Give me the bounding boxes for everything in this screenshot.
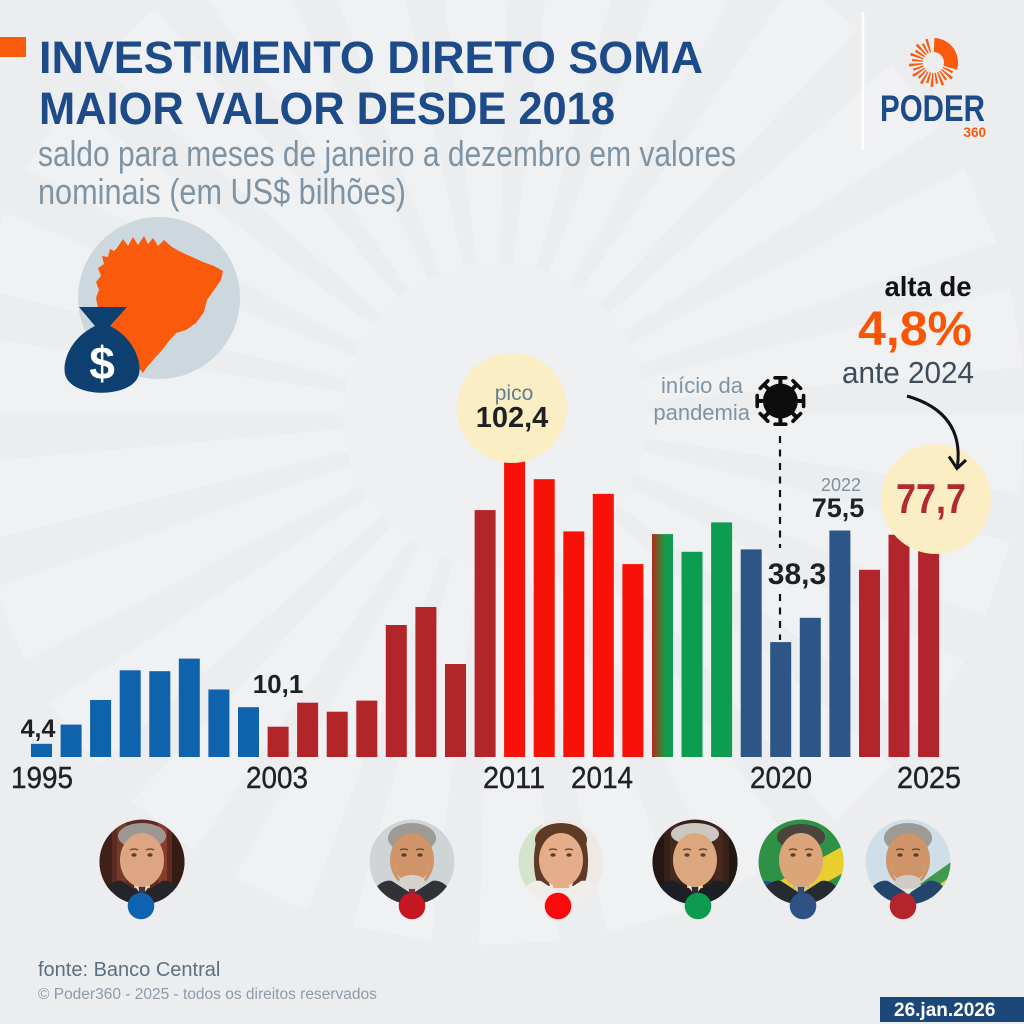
svg-text:4,8%: 4,8% (858, 303, 972, 356)
svg-text:77,7: 77,7 (896, 475, 966, 522)
svg-text:início da: início da (661, 373, 744, 398)
svg-text:alta de: alta de (884, 271, 971, 302)
svg-text:26.jan.2026: 26.jan.2026 (894, 1000, 995, 1021)
svg-text:MAIOR VALOR DESDE 2018: MAIOR VALOR DESDE 2018 (39, 83, 615, 134)
svg-text:saldo para meses de janeiro a: saldo para meses de janeiro a dezembro e… (38, 133, 736, 174)
svg-text:© Poder360 - 2025 - todos os d: © Poder360 - 2025 - todos os direitos re… (38, 986, 377, 1003)
svg-text:2003: 2003 (246, 760, 308, 795)
svg-text:nominais (em US$ bilhões): nominais (em US$ bilhões) (38, 171, 406, 212)
svg-text:PODER: PODER (880, 88, 985, 129)
svg-text:INVESTIMENTO DIRETO SOMA: INVESTIMENTO DIRETO SOMA (39, 32, 703, 83)
svg-text:2011: 2011 (483, 760, 545, 795)
svg-text:75,5: 75,5 (812, 493, 865, 523)
svg-text:38,3: 38,3 (768, 558, 826, 591)
svg-text:2025: 2025 (897, 760, 961, 795)
svg-text:1995: 1995 (11, 760, 73, 795)
svg-text:pandemia: pandemia (653, 400, 750, 425)
svg-text:2014: 2014 (571, 760, 633, 795)
svg-text:fonte: Banco Central: fonte: Banco Central (38, 959, 220, 981)
svg-text:pico: pico (495, 382, 534, 405)
svg-text:2022: 2022 (821, 475, 861, 495)
svg-text:ante 2024: ante 2024 (842, 355, 974, 390)
svg-text:$: $ (89, 337, 115, 389)
svg-text:10,1: 10,1 (253, 669, 304, 699)
svg-text:102,4: 102,4 (476, 402, 549, 434)
svg-text:4,4: 4,4 (21, 715, 56, 743)
svg-text:360: 360 (963, 125, 986, 140)
svg-text:2020: 2020 (750, 760, 812, 795)
